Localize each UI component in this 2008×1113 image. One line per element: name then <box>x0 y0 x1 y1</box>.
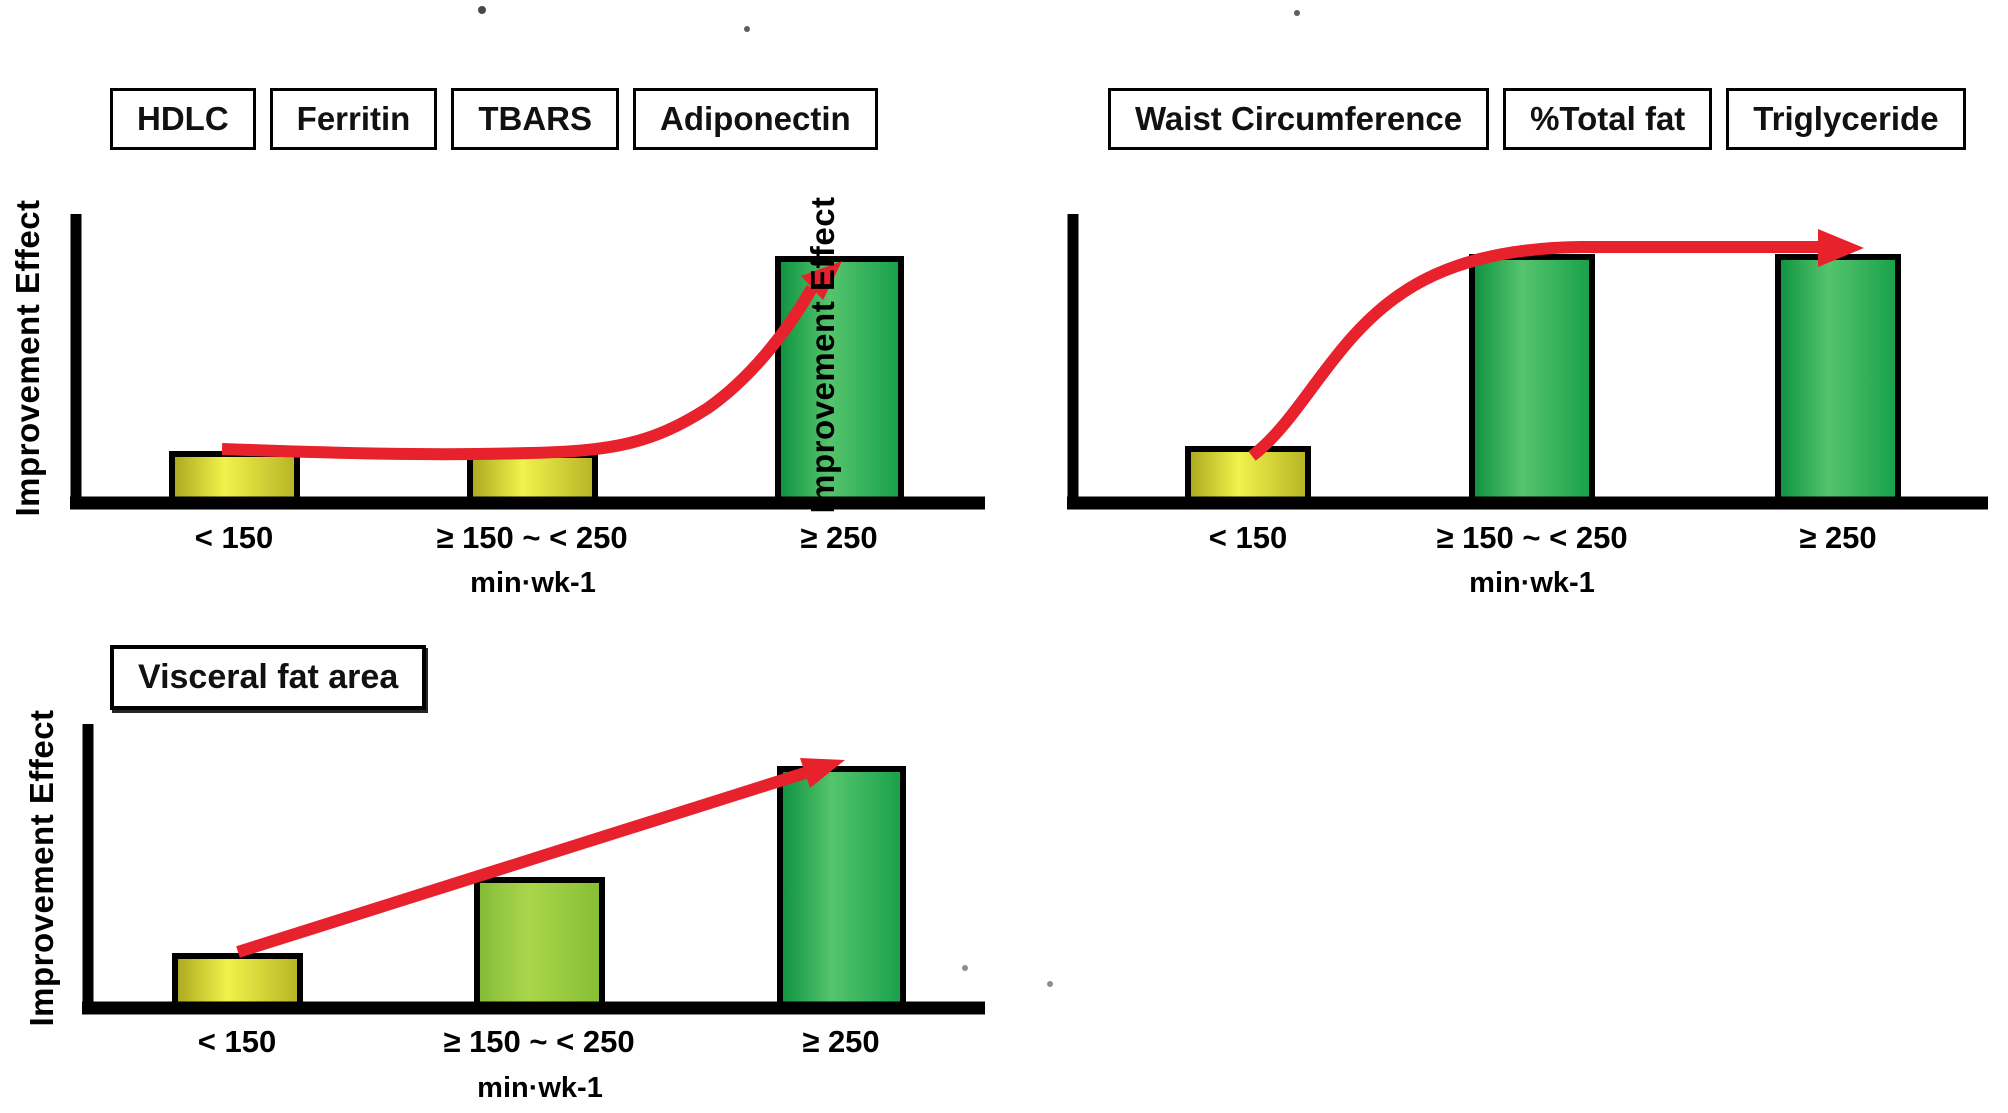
x-tick-label: < 150 <box>194 520 274 555</box>
bar-bottom-left-1 <box>172 953 303 1011</box>
x-tick-label: < 150 <box>197 1024 277 1059</box>
y-axis-label-top-left: Improvement Effect <box>9 199 46 517</box>
x-tick-label: ≥ 150 ~ < 250 <box>443 1024 635 1059</box>
trend-arrow-line <box>221 285 818 461</box>
bar-top-left-1 <box>169 451 300 506</box>
y-axis-label-bottom-left: Improvement Effect <box>23 709 60 1027</box>
y-axis-label-top-right: Improvement Effect <box>804 196 841 514</box>
outcome-box-row-top-left: HDLC Ferritin TBARS Adiponectin <box>110 88 878 150</box>
outcome-box-adiponectin: Adiponectin <box>633 88 878 150</box>
trend-arrow-head <box>800 758 845 788</box>
bar-top-right-3 <box>1775 254 1901 506</box>
x-axis-unit-label: min·wk-1 <box>477 1072 603 1104</box>
x-tick-label: ≥ 150 ~ < 250 <box>1436 520 1628 555</box>
bar-top-right-2 <box>1469 254 1595 506</box>
x-tick-label: < 150 <box>1208 520 1288 555</box>
outcome-box-tbars: TBARS <box>451 88 620 150</box>
outcome-box-hdlc: HDLC <box>110 88 256 150</box>
outcome-box-ferritin: Ferritin <box>269 88 438 150</box>
outcome-box-visceral-fat-area: Visceral fat area <box>110 645 427 710</box>
scan-speck <box>962 965 968 971</box>
bar-top-left-2 <box>467 452 598 506</box>
x-tick-label: ≥ 250 <box>800 520 878 555</box>
scan-speck <box>1047 981 1053 987</box>
x-axis-unit-label: min·wk-1 <box>470 567 596 599</box>
bar-top-right-1 <box>1185 446 1311 506</box>
outcome-box-row-bottom-left: Visceral fat area <box>110 645 427 710</box>
outcome-box-percent-total-fat: %Total fat <box>1503 88 1713 150</box>
x-tick-label: ≥ 250 <box>802 1024 880 1059</box>
trend-arrow-line <box>236 767 807 958</box>
x-axis-unit-label: min·wk-1 <box>1469 567 1595 599</box>
scan-speck <box>478 6 486 14</box>
bar-bottom-left-2 <box>474 877 605 1011</box>
outcome-box-row-top-right: Waist Circumference %Total fat Triglycer… <box>1108 88 1966 150</box>
outcome-box-waist-circumference: Waist Circumference <box>1108 88 1490 150</box>
trend-arrow-line <box>1248 241 1818 461</box>
scan-speck <box>1294 10 1300 16</box>
bar-bottom-left-3 <box>777 766 906 1011</box>
trend-arrow-head <box>801 261 842 300</box>
scan-speck <box>744 26 750 32</box>
x-tick-label: ≥ 150 ~ < 250 <box>436 520 628 555</box>
outcome-box-triglyceride: Triglyceride <box>1726 88 1966 150</box>
trend-arrow-head <box>1818 229 1864 267</box>
x-tick-label: ≥ 250 <box>1799 520 1877 555</box>
